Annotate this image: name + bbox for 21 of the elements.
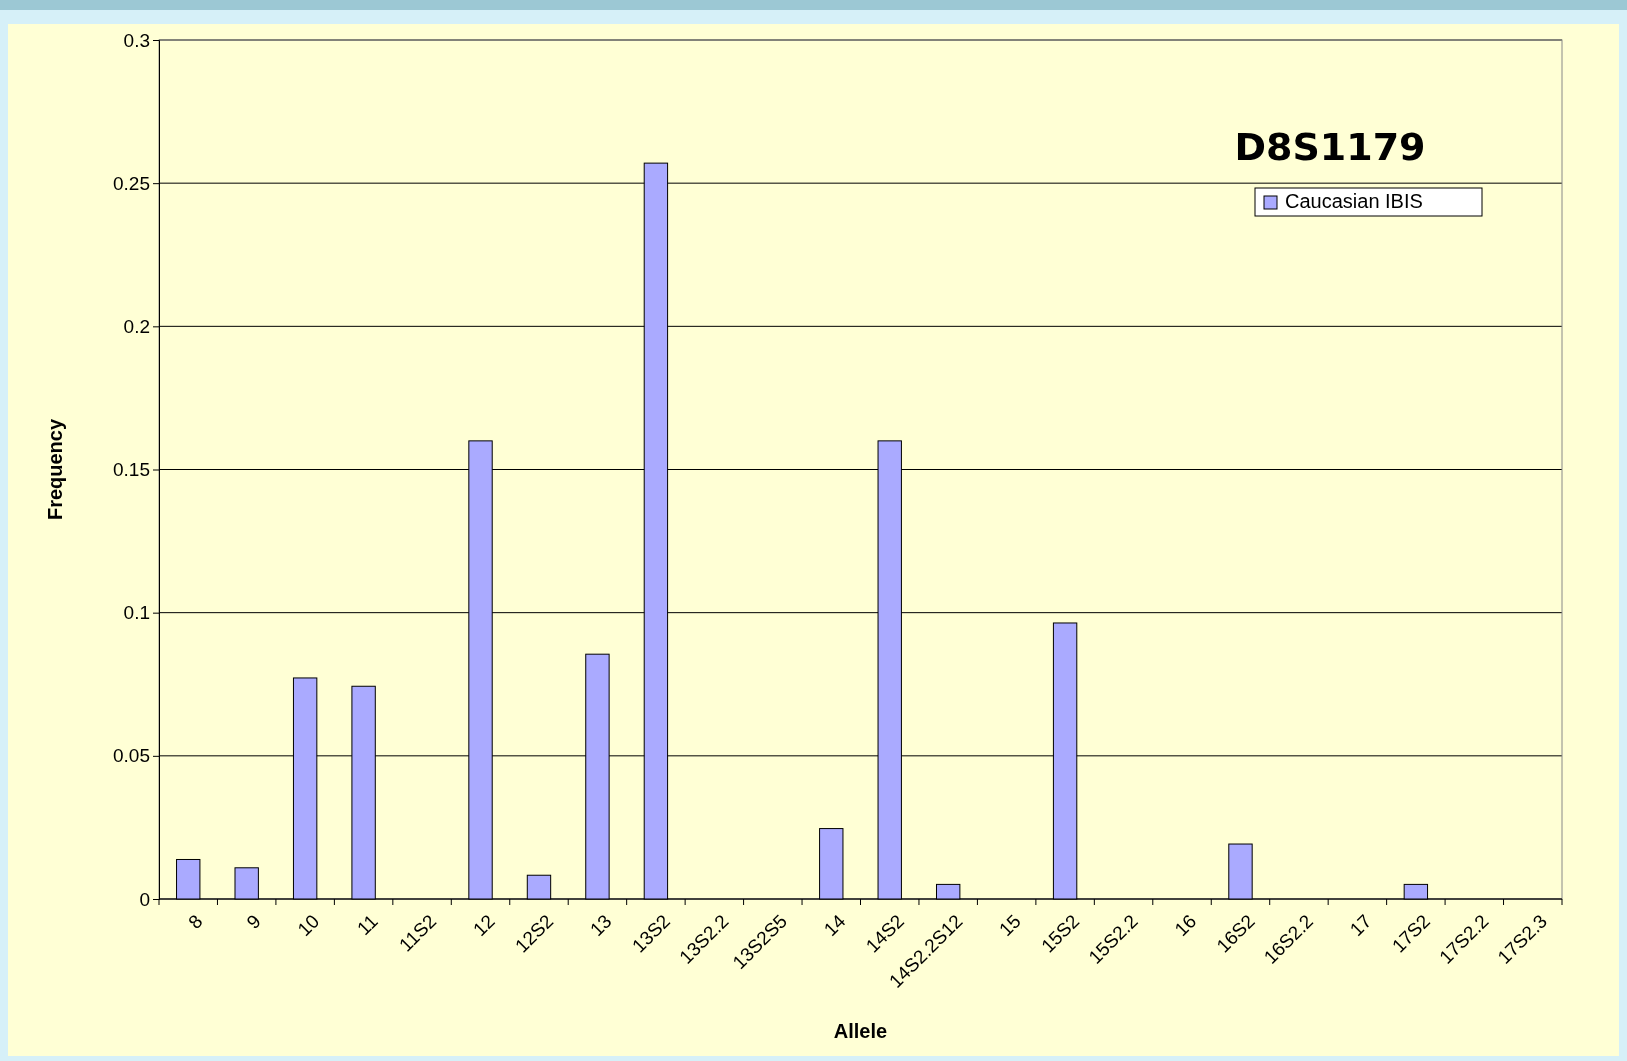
x-tick-label: 12 (468, 910, 499, 941)
x-tick-label: 11 (353, 910, 382, 940)
y-tick-label: 0.05 (113, 745, 150, 767)
x-tick-label: 14 (819, 910, 850, 941)
y-tick-label: 0.3 (123, 29, 150, 51)
y-axis-title: Frequency (44, 418, 66, 521)
legend-label: Caucasian IBIS (1285, 190, 1423, 212)
x-axis-title: Allele (833, 1020, 888, 1042)
y-tick-label: 0 (139, 888, 150, 910)
y-tick-label: 0.15 (113, 459, 150, 481)
x-tick-label: 13 (585, 910, 616, 941)
y-tick-label: 0.1 (123, 602, 150, 624)
y-tick-label: 0.25 (113, 172, 150, 194)
x-tick-label: 10 (293, 910, 324, 941)
text: D8S1179 (1234, 125, 1426, 169)
x-tick-label: 15 (995, 910, 1025, 941)
x-tick-label: 17 (1345, 910, 1376, 941)
y-tick-label: 0.2 (123, 315, 150, 337)
x-tick-label: 8 (184, 910, 207, 933)
x-tick-label: 9 (242, 910, 265, 933)
x-tick-label: 16 (1170, 910, 1201, 941)
